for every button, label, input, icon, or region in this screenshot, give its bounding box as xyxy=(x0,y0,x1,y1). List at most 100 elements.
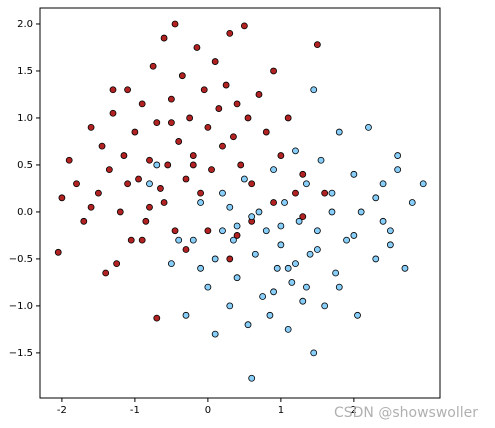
y-tick-label: 0.0 xyxy=(17,207,33,218)
plot-frame xyxy=(39,7,441,399)
point xyxy=(189,161,197,169)
point xyxy=(211,255,219,263)
point xyxy=(394,166,402,174)
y-tick-label: 0.5 xyxy=(17,160,33,171)
point xyxy=(251,250,259,258)
point xyxy=(317,156,325,164)
point xyxy=(127,236,135,244)
point xyxy=(135,175,142,183)
point xyxy=(204,227,212,235)
point xyxy=(270,67,277,75)
point xyxy=(171,20,179,28)
y-tick-label: −1.0 xyxy=(9,301,33,312)
point xyxy=(226,302,234,310)
point xyxy=(102,269,110,277)
point xyxy=(219,227,226,235)
point xyxy=(372,194,380,202)
point xyxy=(248,213,256,221)
point xyxy=(233,100,241,108)
point xyxy=(87,123,95,131)
y-tick-label: −1.5 xyxy=(9,348,33,359)
point xyxy=(204,283,212,291)
point xyxy=(292,260,299,268)
point xyxy=(208,166,215,174)
point xyxy=(160,199,168,206)
point xyxy=(138,100,146,108)
point xyxy=(313,227,321,235)
point xyxy=(262,128,270,136)
point xyxy=(321,189,329,197)
point xyxy=(379,217,387,225)
point xyxy=(200,86,208,94)
point xyxy=(303,180,310,188)
point xyxy=(386,227,394,235)
point xyxy=(419,180,427,188)
y-tick-label: 1.0 xyxy=(17,113,33,124)
point xyxy=(237,161,245,169)
point xyxy=(211,58,219,65)
point xyxy=(178,72,186,80)
point xyxy=(226,29,234,37)
point xyxy=(372,255,380,263)
y-tick-label: −0.5 xyxy=(9,254,33,265)
point xyxy=(65,156,73,164)
x-tick-label: 0 xyxy=(205,405,211,416)
point xyxy=(204,123,212,131)
point xyxy=(266,311,274,319)
point xyxy=(306,250,314,258)
x-tick-label: -1 xyxy=(130,405,140,416)
point xyxy=(299,297,307,305)
point xyxy=(350,170,358,178)
point xyxy=(222,81,230,89)
point xyxy=(233,222,241,230)
point xyxy=(73,180,80,188)
point xyxy=(284,114,292,122)
point xyxy=(226,203,234,211)
point xyxy=(310,349,318,357)
point xyxy=(335,283,343,291)
point xyxy=(109,86,117,94)
y-tick-label: 2.0 xyxy=(17,19,33,30)
point xyxy=(171,227,179,235)
point xyxy=(255,91,263,98)
point xyxy=(211,330,219,338)
point xyxy=(182,175,190,183)
point xyxy=(299,170,307,178)
point xyxy=(332,269,340,277)
point xyxy=(310,86,318,94)
point xyxy=(109,109,117,117)
point xyxy=(230,236,237,244)
point xyxy=(197,199,204,206)
y-tick-label: 1.5 xyxy=(17,66,33,77)
point xyxy=(215,105,223,112)
point xyxy=(240,22,248,30)
point xyxy=(354,311,361,319)
point xyxy=(146,203,153,211)
point xyxy=(292,189,299,197)
point xyxy=(116,208,124,216)
point xyxy=(230,133,237,141)
point xyxy=(303,283,310,291)
point xyxy=(259,293,267,300)
point xyxy=(244,321,252,329)
point xyxy=(343,236,350,244)
point xyxy=(189,152,197,159)
point xyxy=(124,180,131,188)
point xyxy=(248,374,256,382)
point xyxy=(248,180,256,188)
point xyxy=(313,246,321,253)
point xyxy=(281,199,288,206)
point xyxy=(197,189,204,197)
x-tick-label: 1 xyxy=(278,405,284,416)
point xyxy=(292,147,299,155)
point xyxy=(386,241,394,249)
point xyxy=(182,311,190,319)
point xyxy=(255,208,263,216)
point xyxy=(350,232,358,239)
point xyxy=(149,62,157,70)
point xyxy=(94,189,102,197)
point xyxy=(284,325,292,333)
point xyxy=(270,166,277,174)
point xyxy=(54,248,62,256)
point xyxy=(219,189,226,197)
